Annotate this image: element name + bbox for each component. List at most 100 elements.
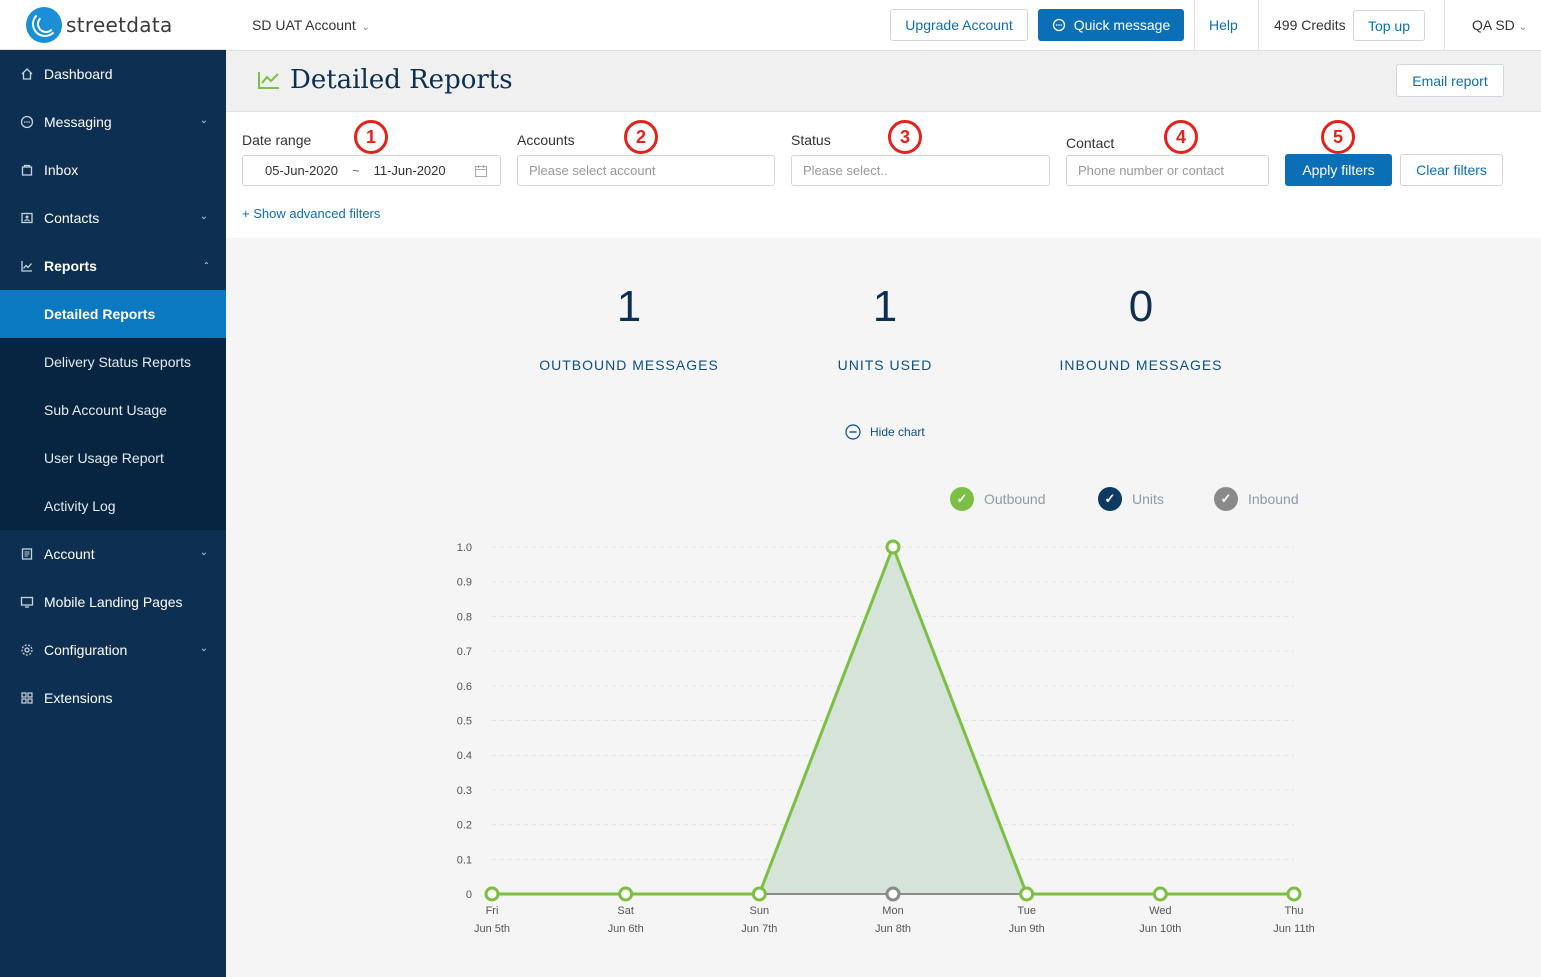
email-report-button[interactable]: Email report [1396, 64, 1504, 97]
sidebar-item-contacts[interactable]: Contacts ⌄ [0, 194, 226, 242]
sidebar-item-label: Extensions [44, 690, 113, 706]
logo-icon [26, 6, 62, 43]
top-up-button[interactable]: Top up [1353, 10, 1425, 41]
sidebar-item-mobile-landing-pages[interactable]: Mobile Landing Pages [0, 578, 226, 626]
date-range-label: Date range [242, 132, 312, 148]
outbound-area [492, 547, 1294, 894]
x-tick-day-label: Tue [1017, 905, 1036, 917]
x-tick-date-label: Jun 10th [1139, 923, 1181, 935]
date-from-value: 05-Jun-2020 [265, 163, 338, 178]
x-tick-date-label: Jun 6th [608, 923, 644, 935]
account-icon [20, 547, 34, 561]
legend-units-label: Units [1132, 491, 1164, 507]
y-tick-label: 0.5 [457, 716, 472, 728]
legend-outbound[interactable]: ✓ Outbound [950, 487, 1046, 511]
sidebar-subitem-user-usage-report[interactable]: User Usage Report [44, 450, 164, 466]
data-point-outbound [618, 886, 634, 902]
minus-circle-icon [845, 424, 861, 440]
sidebar-item-label: Messaging [44, 114, 112, 130]
user-menu[interactable]: QA SD ⌄ [1472, 17, 1527, 33]
x-tick-date-label: Jun 7th [741, 923, 777, 935]
date-to-value: 11-Jun-2020 [373, 163, 446, 178]
divider [1258, 0, 1259, 50]
logo[interactable]: streetdata [0, 0, 226, 50]
data-point-outbound [885, 539, 901, 555]
sidebar: streetdata Dashboard Messaging ⌄ Inbox C… [0, 0, 226, 977]
sidebar-item-dashboard[interactable]: Dashboard [0, 50, 226, 98]
gear-icon [20, 643, 34, 657]
data-point-outbound [1019, 886, 1035, 902]
sidebar-item-label: Contacts [44, 210, 100, 226]
contact-input[interactable]: Phone number or contact [1066, 155, 1269, 186]
y-tick-label: 0.8 [457, 611, 472, 623]
status-select[interactable]: Please select.. [791, 155, 1050, 186]
help-link[interactable]: Help [1209, 17, 1238, 33]
sidebar-item-messaging[interactable]: Messaging ⌄ [0, 98, 226, 146]
account-selector-label: SD UAT Account [252, 17, 356, 33]
apply-filters-button[interactable]: Apply filters [1285, 154, 1392, 186]
data-point-outbound [484, 886, 500, 902]
annotation-badge-1: 1 [354, 120, 388, 154]
data-point-outbound [751, 886, 767, 902]
annotation-badge-3: 3 [888, 120, 922, 154]
show-advanced-filters-link[interactable]: + Show advanced filters [242, 206, 381, 221]
stat-inbound-label: INBOUND MESSAGES [1059, 357, 1223, 373]
quick-message-label: Quick message [1073, 17, 1171, 33]
x-tick-day-label: Mon [882, 905, 903, 917]
x-tick-date-label: Jun 9th [1009, 923, 1045, 935]
accounts-select[interactable]: Please select account [517, 155, 775, 186]
home-icon [20, 67, 34, 81]
x-tick-day-label: Sat [617, 905, 634, 917]
sidebar-item-label: Dashboard [44, 66, 113, 82]
top-bar: SD UAT Account ⌄ Upgrade Account Quick m… [226, 0, 1541, 51]
stat-outbound-label: OUTBOUND MESSAGES [539, 357, 719, 373]
y-tick-label: 0.3 [457, 785, 472, 797]
accounts-label: Accounts [517, 132, 575, 148]
upgrade-account-button[interactable]: Upgrade Account [890, 9, 1028, 41]
legend-inbound[interactable]: ✓ Inbound [1214, 487, 1299, 511]
quick-message-button[interactable]: Quick message [1038, 9, 1184, 41]
sidebar-subitem-detailed-reports[interactable]: Detailed Reports [0, 290, 226, 338]
chevron-down-icon: ⌄ [361, 22, 371, 33]
x-tick-day-label: Thu [1285, 905, 1304, 917]
hide-chart-toggle[interactable]: Hide chart [845, 424, 925, 440]
reports-submenu: Detailed Reports Delivery Status Reports… [0, 290, 226, 530]
chart-icon [258, 72, 279, 89]
divider [1444, 0, 1445, 50]
annotation-badge-4: 4 [1164, 120, 1198, 154]
sidebar-item-label: Configuration [44, 642, 128, 658]
sidebar-item-extensions[interactable]: Extensions [0, 674, 226, 722]
sidebar-item-account[interactable]: Account ⌄ [0, 530, 226, 578]
chevron-down-icon: ⌄ [199, 115, 208, 126]
sidebar-item-configuration[interactable]: Configuration ⌄ [0, 626, 226, 674]
stat-units-label: UNITS USED [837, 357, 933, 373]
sidebar-item-label: Reports [44, 258, 97, 274]
x-tick-date-label: Jun 8th [875, 923, 911, 935]
chat-icon [20, 115, 34, 129]
sidebar-item-inbox[interactable]: Inbox [0, 146, 226, 194]
clear-filters-button[interactable]: Clear filters [1400, 154, 1503, 186]
chevron-down-icon: ⌄ [199, 547, 208, 558]
date-range-input[interactable]: 05-Jun-2020 ~ 11-Jun-2020 [242, 155, 501, 186]
monitor-icon [20, 595, 34, 609]
inbox-icon [20, 163, 34, 177]
account-selector[interactable]: SD UAT Account ⌄ [252, 17, 370, 33]
date-separator: ~ [352, 163, 360, 178]
y-tick-label: 0.7 [457, 646, 472, 658]
sidebar-subitem-delivery-status-reports[interactable]: Delivery Status Reports [44, 354, 192, 370]
hide-chart-label: Hide chart [870, 425, 925, 439]
sidebar-subitem-activity-log[interactable]: Activity Log [44, 498, 116, 514]
sidebar-item-label: Inbox [44, 162, 79, 178]
check-icon: ✓ [950, 487, 974, 511]
messages-chart: 0 0.1 0.2 0.3 0.4 0.5 0.6 0.7 0.8 0.9 1.0 Fri Jun 5t… [457, 539, 1315, 935]
y-tick-label: 0.2 [457, 820, 472, 832]
y-tick-label: 0 [466, 889, 472, 901]
legend-units[interactable]: ✓ Units [1098, 487, 1164, 511]
sidebar-item-label: Mobile Landing Pages [44, 594, 183, 610]
annotation-badge-5: 5 [1321, 120, 1355, 154]
sidebar-item-reports[interactable]: Reports ˆ [0, 242, 226, 290]
sidebar-subitem-sub-account-usage[interactable]: Sub Account Usage [44, 402, 167, 418]
chevron-down-icon: ⌄ [199, 211, 208, 222]
y-tick-label: 0.9 [457, 577, 472, 589]
divider [1194, 0, 1195, 50]
